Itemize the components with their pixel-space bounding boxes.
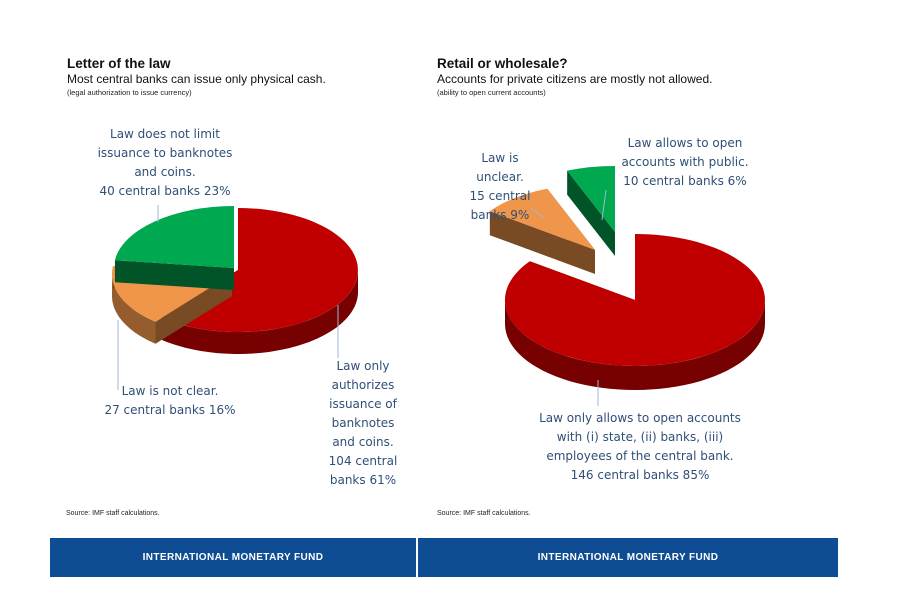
chart-subtitle: Accounts for private citizens are mostly… (437, 72, 713, 86)
pie-slice (114, 206, 234, 290)
label-line: 146 central banks 85% (570, 468, 710, 482)
label-line: banks 61% (329, 473, 397, 487)
pie-chart-right (489, 165, 765, 406)
label-line: issuance of (329, 397, 397, 411)
label-line: with (i) state, (ii) banks, (iii) (556, 430, 724, 444)
pie-slice-side (112, 274, 156, 344)
right-chart-panel: Retail or wholesale? Accounts for privat… (420, 0, 900, 600)
label-line: authorizes (331, 378, 395, 392)
label-line: banknotes (331, 416, 395, 430)
label-line: 104 central (328, 454, 398, 468)
pie-slice-edge (567, 170, 615, 256)
label-line: 15 central (469, 189, 531, 203)
pie-chart-left (111, 205, 358, 390)
chart-note: (ability to open current accounts) (437, 88, 546, 97)
pie-slice-top (489, 188, 595, 250)
slice-label-green: Law allows to open accounts with public.… (610, 134, 760, 191)
label-line: 40 central banks 23% (99, 184, 231, 198)
label-line: Law allows to open (627, 136, 743, 150)
label-line: 27 central banks 16% (104, 403, 236, 417)
label-line: banks 9% (470, 208, 530, 222)
label-line: employees of the central bank. (546, 449, 734, 463)
imf-footer-bar-right: INTERNATIONAL MONETARY FUND (418, 538, 838, 577)
label-line: Law only (336, 359, 390, 373)
left-chart-panel: Letter of the law Most central banks can… (0, 0, 420, 600)
chart-note: (legal authorization to issue currency) (67, 88, 192, 97)
label-line: Law is not clear. (121, 384, 219, 398)
pie-slice-side (161, 270, 358, 354)
label-line: unclear. (476, 170, 524, 184)
chart-title: Retail or wholesale? (437, 56, 568, 71)
slice-label-red: Law only allows to open accounts with (i… (520, 409, 760, 485)
slice-label-orange: Law is not clear. 27 central banks 16% (100, 382, 240, 420)
leader-line (529, 207, 546, 219)
slice-label-orange: Law is unclear. 15 central banks 9% (460, 149, 540, 225)
slice-label-green: Law does not limit issuance to banknotes… (95, 125, 235, 201)
chart-subtitle: Most central banks can issue only physic… (67, 72, 326, 86)
chart-source: Source: IMF staff calculations. (437, 510, 531, 517)
pie-slice (489, 188, 595, 274)
label-line: 10 central banks 6% (623, 174, 747, 188)
label-line: and coins. (332, 435, 394, 449)
pie-slice-side (505, 300, 765, 390)
label-line: Law only allows to open accounts (539, 411, 741, 425)
pie-slice-top (114, 206, 234, 268)
slice-label-red: Law only authorizes issuance of banknote… (322, 357, 404, 490)
chart-title: Letter of the law (67, 56, 171, 71)
leader-line (601, 189, 607, 221)
label-line: Law does not limit (110, 127, 220, 141)
pie-slice-edge (114, 260, 234, 290)
pie-slice-top (504, 234, 765, 366)
pie-slice-edge (489, 211, 595, 274)
label-line: and coins. (134, 165, 196, 179)
pie-slice (504, 234, 765, 390)
chart-source: Source: IMF staff calculations. (66, 510, 160, 517)
label-line: Law is (481, 151, 519, 165)
label-line: accounts with public. (621, 155, 749, 169)
imf-footer-bar-left: INTERNATIONAL MONETARY FUND (50, 538, 416, 577)
label-line: issuance to banknotes (97, 146, 233, 160)
